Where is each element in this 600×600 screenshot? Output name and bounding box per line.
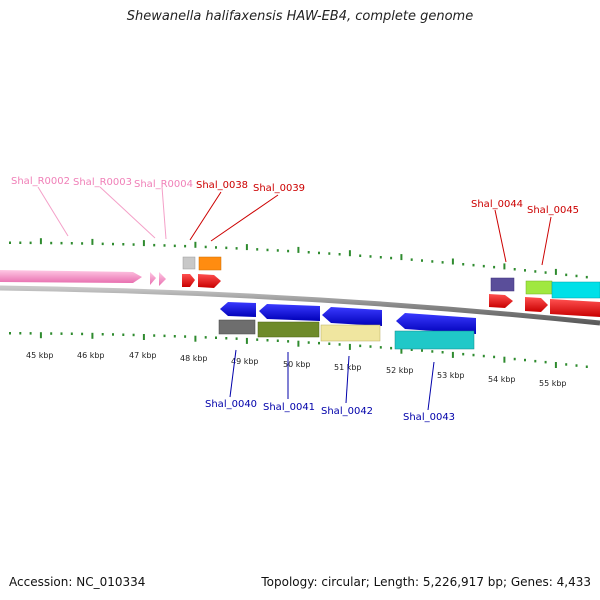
gene-label-shal-r0004: Shal_R0004 <box>134 179 193 190</box>
gene-label-shal-0043: Shal_0043 <box>403 412 455 423</box>
kbp-label: 54 kbp <box>488 375 516 384</box>
rna-feature-shal-r0002 <box>0 270 142 283</box>
upper-leader-lines <box>37 186 552 266</box>
kbp-label: 47 kbp <box>129 351 157 360</box>
genome-backbone <box>0 285 600 326</box>
gene-label-shal-r0002: Shal_R0002 <box>11 176 70 187</box>
outer-tick-track <box>9 238 588 279</box>
cog-box-cyan <box>551 281 600 299</box>
cog-box-khaki <box>320 324 381 342</box>
lower-leader-lines <box>229 349 435 411</box>
map-title: Shewanella halifaxensis HAW-EB4, complet… <box>126 9 474 24</box>
kbp-label: 48 kbp <box>180 354 208 363</box>
gene-shal-0042 <box>322 307 382 326</box>
leader-line-shal-r0003 <box>99 186 156 239</box>
gene-label-shal-0041: Shal_0041 <box>263 402 315 413</box>
kbp-label: 51 kbp <box>334 363 362 372</box>
kbp-label: 52 kbp <box>386 366 414 375</box>
leader-line-shal-0045 <box>541 216 552 266</box>
accession-label: Accession: NC_010334 <box>9 575 146 589</box>
gene-label-shal-0045: Shal_0045 <box>527 205 579 216</box>
gene-label-shal-r0003: Shal_R0003 <box>73 177 132 188</box>
genome-stats-label: Topology: circular; Length: 5,226,917 bp… <box>261 575 591 589</box>
leader-line-shal-0044 <box>494 209 507 263</box>
rna-feature-shal-r0004 <box>159 272 166 286</box>
reverse-strand-features <box>218 302 476 350</box>
rna-feature-shal-r0003 <box>150 272 156 285</box>
kbp-label: 45 kbp <box>26 351 54 360</box>
cog-box-orange <box>198 256 222 271</box>
cog-box-lime <box>525 280 553 295</box>
gene-shal-0044 <box>489 294 513 308</box>
leader-line-shal-0040 <box>229 349 237 398</box>
gene-shal-0043 <box>396 313 476 334</box>
leader-line-shal-r0002 <box>37 186 69 237</box>
leader-line-shal-r0004 <box>161 186 167 240</box>
forward-strand-features <box>0 256 600 317</box>
upper-gene-labels: Shal_R0002 Shal_R0003 Shal_R0004 Shal_00… <box>11 176 579 216</box>
kbp-label: 49 kbp <box>231 357 259 366</box>
gene-label-shal-0042: Shal_0042 <box>321 406 373 417</box>
inner-tick-track <box>9 332 588 368</box>
cog-box-grey <box>182 256 196 270</box>
gene-shal-0041 <box>259 304 320 321</box>
lower-gene-labels: Shal_0040 Shal_0041 Shal_0042 Shal_0043 <box>205 399 455 423</box>
cog-box-slate <box>490 277 515 292</box>
gene-shal-0039 <box>198 274 221 288</box>
kbp-scale-labels: 45 kbp 46 kbp 47 kbp 48 kbp 49 kbp 50 kb… <box>26 351 567 388</box>
cog-box-dark-grey <box>218 319 256 335</box>
kbp-label: 50 kbp <box>283 360 311 369</box>
gene-shal-0045 <box>525 297 548 312</box>
gene-red-edge <box>550 299 600 317</box>
cog-box-teal <box>394 330 475 350</box>
leader-line-shal-0043 <box>427 361 435 411</box>
kbp-label: 55 kbp <box>539 379 567 388</box>
leader-line-shal-0038 <box>189 191 222 241</box>
kbp-label: 53 kbp <box>437 371 465 380</box>
gene-label-shal-0040: Shal_0040 <box>205 399 257 410</box>
gene-label-shal-0044: Shal_0044 <box>471 199 523 210</box>
gene-shal-0038 <box>182 274 195 287</box>
leader-line-shal-0039 <box>210 194 279 242</box>
cog-box-olive <box>257 321 320 338</box>
gene-label-shal-0039: Shal_0039 <box>253 183 305 194</box>
gene-shal-0040 <box>220 302 256 317</box>
gene-label-shal-0038: Shal_0038 <box>196 180 248 191</box>
kbp-label: 46 kbp <box>77 351 105 360</box>
leader-line-shal-0042 <box>345 355 350 404</box>
